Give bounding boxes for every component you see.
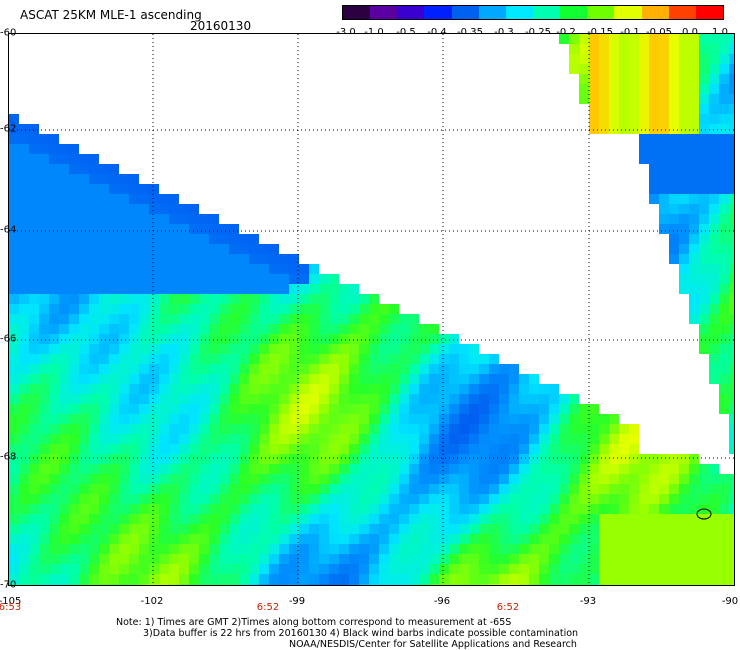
lat-label: -68 bbox=[0, 451, 17, 463]
colorbar-tick-label: -0.2 bbox=[556, 27, 576, 38]
mle-field-map bbox=[9, 34, 734, 585]
contamination-marker bbox=[696, 508, 712, 520]
lon-label: -90 bbox=[721, 596, 739, 607]
footnote-line-3: NOAA/NESDIS/Center for Satellite Applica… bbox=[289, 639, 577, 650]
colorbar-tick-label: -0.15 bbox=[587, 27, 613, 38]
colorbar-tick-label: -0.1 bbox=[620, 27, 640, 38]
colorbar-swatch bbox=[560, 6, 588, 19]
lon-label: -99 bbox=[288, 596, 306, 607]
time-label: 6:52 bbox=[256, 602, 280, 613]
colorbar-swatch bbox=[668, 6, 696, 19]
lat-label: -70 bbox=[0, 579, 17, 591]
lat-label: -60 bbox=[0, 27, 17, 39]
colorbar-tick-label: -3.0 bbox=[336, 27, 356, 38]
data-field bbox=[9, 34, 734, 585]
product-date: 20160130 bbox=[190, 19, 252, 33]
lon-label: -105 bbox=[0, 596, 22, 607]
footnote-line-1: Note: 1) Times are GMT 2)Times along bot… bbox=[116, 617, 512, 628]
colorbar-tick-label: -0.5 bbox=[396, 27, 416, 38]
lat-label: -64 bbox=[0, 224, 17, 236]
colorbar-swatch bbox=[532, 6, 561, 19]
time-label: 6:53 bbox=[0, 602, 22, 613]
colorbar-tick-label: -0.4 bbox=[427, 27, 447, 38]
colorbar-swatch bbox=[587, 6, 615, 19]
colorbar-swatch bbox=[343, 6, 371, 19]
colorbar-swatch bbox=[397, 6, 425, 19]
colorbar-tick-label: -0.05 bbox=[646, 27, 672, 38]
colorbar-tick-label: -1.0 bbox=[364, 27, 384, 38]
lon-label: -96 bbox=[433, 596, 451, 607]
colorbar-swatch bbox=[641, 6, 669, 19]
colorbar-tick-label: -0.35 bbox=[457, 27, 483, 38]
lat-label: -66 bbox=[0, 333, 17, 345]
product-title: ASCAT 25KM MLE-1 ascending bbox=[20, 8, 202, 22]
colorbar-swatch bbox=[370, 6, 398, 19]
colorbar-swatch bbox=[451, 6, 479, 19]
colorbar-swatch bbox=[614, 6, 642, 19]
colorbar-tick-label: 0.0 bbox=[682, 27, 698, 38]
time-label: 6:52 bbox=[496, 602, 520, 613]
lon-label: -102 bbox=[140, 596, 164, 607]
colorbar-swatch bbox=[695, 6, 723, 19]
colorbar-tick-label: 1.0 bbox=[712, 27, 728, 38]
colorbar-tick-label: -0.3 bbox=[494, 27, 514, 38]
colorbar-swatch bbox=[505, 6, 533, 19]
colorbar-tick-label: -0.25 bbox=[525, 27, 551, 38]
graticule bbox=[9, 34, 734, 585]
lat-label: -62 bbox=[0, 123, 17, 135]
map-panel[interactable] bbox=[8, 33, 735, 586]
lon-label: -93 bbox=[579, 596, 597, 607]
colorbar-swatch bbox=[424, 6, 452, 19]
colorbar bbox=[342, 5, 724, 20]
footnote-line-2: 3)Data buffer is 22 hrs from 20160130 4)… bbox=[143, 628, 579, 639]
colorbar-swatch bbox=[478, 6, 506, 19]
